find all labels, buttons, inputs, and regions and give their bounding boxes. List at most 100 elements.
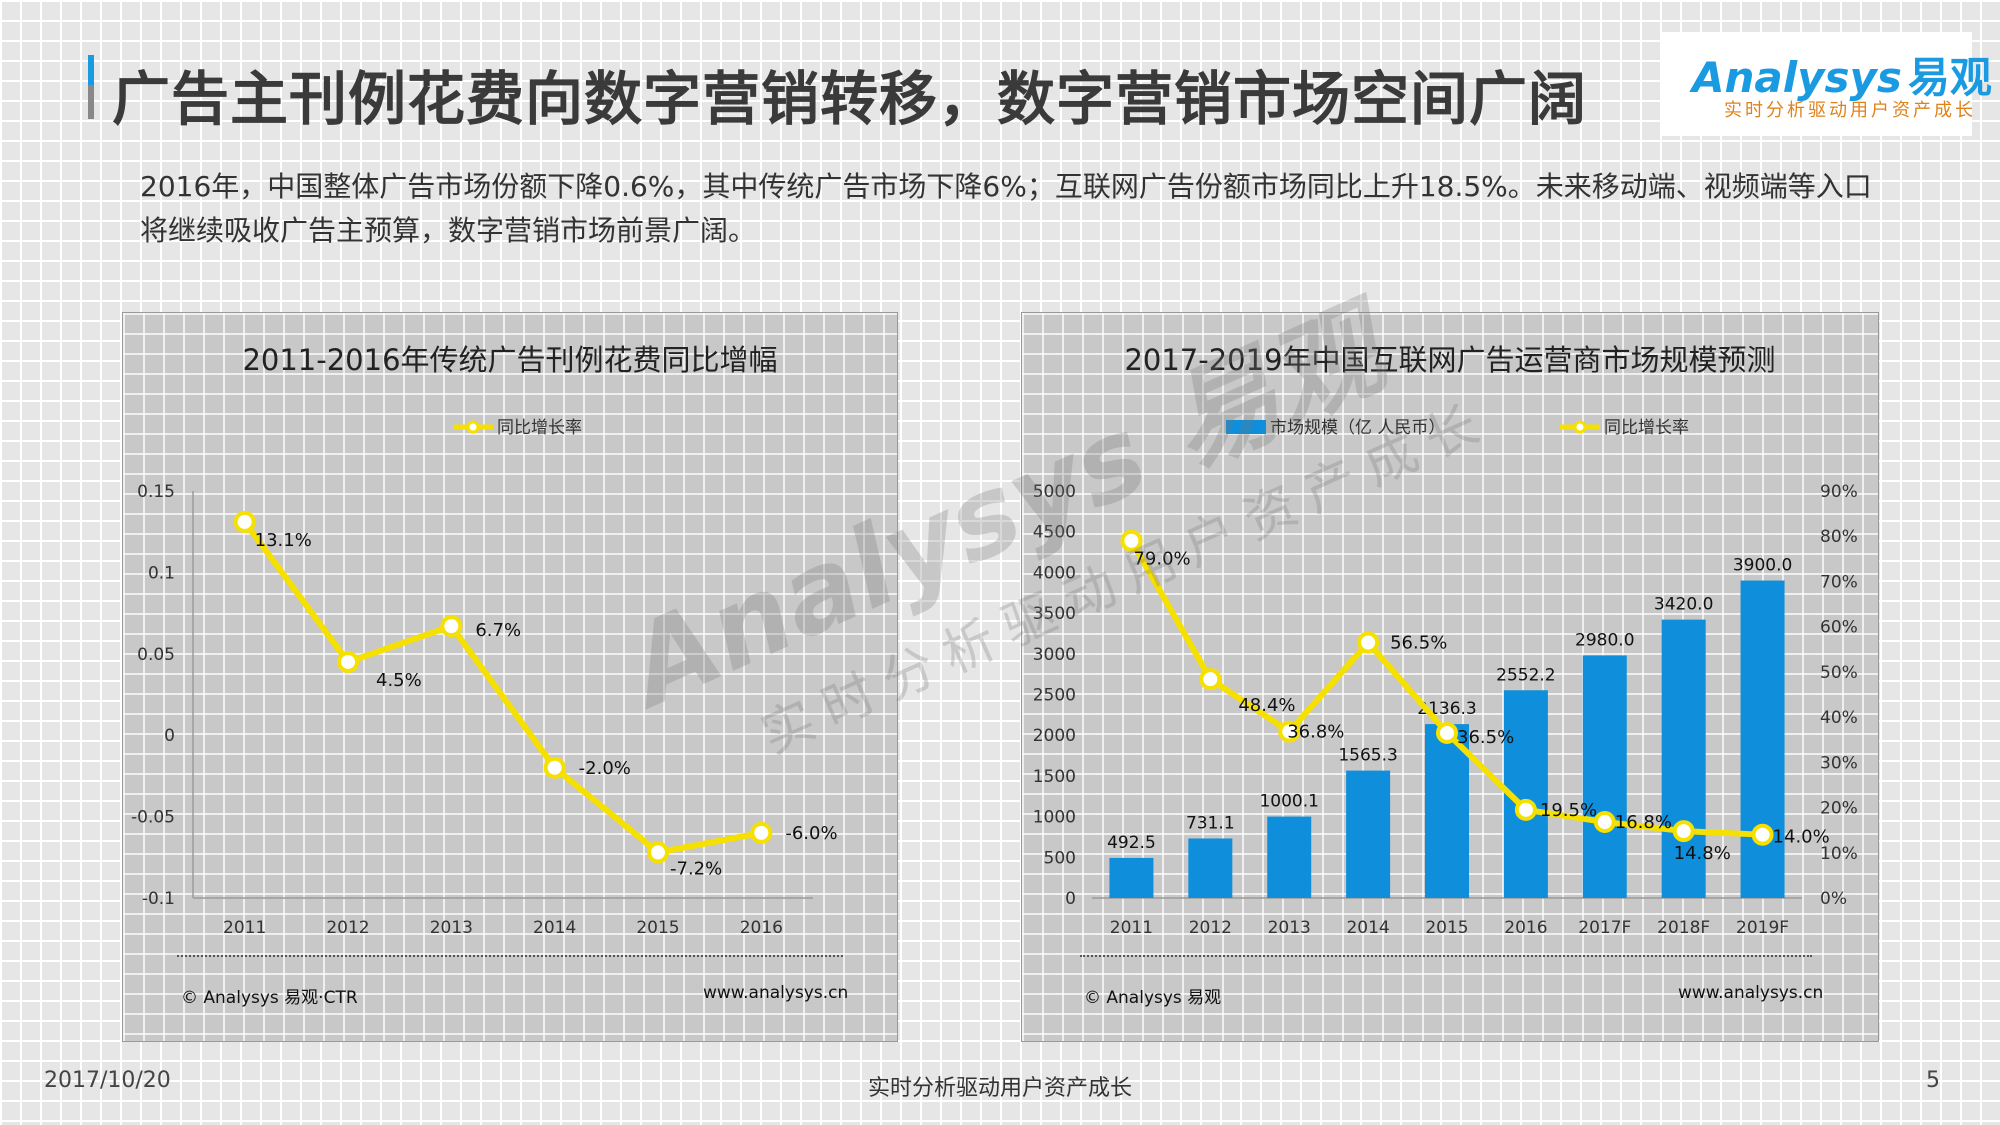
right-line-label: 56.5% <box>1390 632 1447 653</box>
right-y2-tick-label: 50% <box>1820 663 1858 683</box>
right-y2-tick-label: 10% <box>1820 844 1858 864</box>
right-divider <box>1080 955 1812 957</box>
right-bar-label: 3420.0 <box>1654 595 1713 615</box>
right-line-label: 36.8% <box>1287 722 1344 743</box>
right-y-tick-label: 2500 <box>1033 686 1076 706</box>
right-bar <box>1661 619 1706 898</box>
right-y-tick-label: 2000 <box>1033 726 1076 746</box>
right-bar <box>1188 838 1233 898</box>
left-chart-title: 2011-2016年传统广告刊例花费同比增幅 <box>242 343 778 377</box>
right-data-point <box>1593 811 1616 834</box>
right-y2-tick-label: 80% <box>1820 527 1858 547</box>
title-accent-bar-gray <box>88 85 94 119</box>
right-y-tick-label: 4500 <box>1033 523 1076 543</box>
left-data-point <box>440 615 463 638</box>
right-bar <box>1267 816 1312 898</box>
right-x-tick-label: 2017F <box>1578 918 1631 938</box>
right-bar <box>1346 770 1391 898</box>
left-x-tick-label: 2015 <box>636 918 679 938</box>
left-y-tick-label: -0.05 <box>131 808 175 828</box>
right-bar <box>1740 580 1785 898</box>
left-y-tick-label: 0.05 <box>137 645 175 665</box>
right-y2-tick-label: 40% <box>1820 708 1858 728</box>
left-data-point <box>233 510 256 533</box>
right-bar <box>1109 857 1154 898</box>
right-y2-tick-label: 0% <box>1820 889 1847 909</box>
page-number: 5 <box>1926 1068 1940 1093</box>
right-line-label: 36.5% <box>1457 727 1514 748</box>
left-y-tick-label: -0.1 <box>142 889 175 909</box>
page-title: 广告主刊例花费向数字营销转移，数字营销市场空间广阔 <box>112 65 1588 133</box>
right-y-tick-label: 0 <box>1065 889 1076 909</box>
right-source: © Analysys 易观 <box>1084 988 1222 1008</box>
right-x-tick-label: 2016 <box>1504 918 1547 938</box>
left-legend-label: 同比增长率 <box>497 418 582 438</box>
right-data-point <box>1514 798 1537 821</box>
right-data-point <box>1278 720 1301 743</box>
right-line-label: 14.8% <box>1674 843 1731 864</box>
right-bar <box>1425 724 1469 898</box>
left-data-label: -2.0% <box>579 758 631 779</box>
right-data-point <box>1751 823 1774 846</box>
right-x-tick-label: 2011 <box>1110 918 1153 938</box>
right-line-label: 79.0% <box>1133 549 1190 570</box>
left-data-point <box>543 756 566 779</box>
left-series-line <box>242 520 762 856</box>
right-y-tick-label: 5000 <box>1033 482 1076 502</box>
right-data-point <box>1672 820 1695 843</box>
logo-slogan: 实时分析驱动用户资产成长 <box>1724 100 1976 121</box>
right-data-point <box>1120 529 1143 552</box>
intro-paragraph: 2016年，中国整体广告市场份额下降0.6%，其中传统广告市场下降6%；互联网广… <box>140 170 1872 247</box>
right-y-tick-label: 4000 <box>1033 563 1076 583</box>
right-y2-tick-label: 90% <box>1820 482 1858 502</box>
left-x-tick-label: 2013 <box>430 918 473 938</box>
left-x-tick-label: 2012 <box>326 918 369 938</box>
left-chart-panel: 2011-2016年传统广告刊例花费同比增幅 0.15 0.1 0.05 0 -0.05… <box>122 312 898 1042</box>
right-legend-bar-label: 市场规模（亿 人民币） <box>1270 418 1445 438</box>
right-y-tick-label: 1000 <box>1033 808 1076 828</box>
footer-date: 2017/10/20 <box>44 1068 171 1093</box>
right-line-label: 19.5% <box>1540 800 1597 821</box>
right-x-tick-label: 2014 <box>1346 918 1389 938</box>
left-data-label: 13.1% <box>255 530 312 551</box>
right-data-point <box>1357 631 1380 654</box>
left-y-tick-label: 0.15 <box>137 482 175 502</box>
right-x-tick-label: 2013 <box>1268 918 1311 938</box>
right-line-label: 48.4% <box>1238 695 1295 716</box>
left-y-tick-label: 0 <box>164 726 175 746</box>
right-bar-label: 1000.1 <box>1259 792 1318 812</box>
left-divider <box>177 955 843 957</box>
left-data-label: -7.2% <box>670 858 722 879</box>
right-bar-label: 3900.0 <box>1733 556 1792 576</box>
left-data-label: -6.0% <box>785 823 837 844</box>
left-x-tick-label: 2014 <box>533 918 576 938</box>
right-y-tick-label: 3000 <box>1033 645 1076 665</box>
right-x-tick-label: 2019F <box>1736 918 1789 938</box>
left-data-point <box>750 821 773 844</box>
right-y-tick-label: 500 <box>1044 848 1076 868</box>
right-chart-title: 2017-2019年中国互联网广告运营商市场规模预测 <box>1124 343 1776 377</box>
left-x-tick-label: 2016 <box>740 918 783 938</box>
left-website: www.analysys.cn <box>703 983 849 1003</box>
left-legend-marker <box>466 420 480 434</box>
right-bar-label: 2552.2 <box>1496 665 1555 685</box>
right-combo-chart: 5000450040003500300025002000150010005000… <box>1033 418 1858 938</box>
brand-logo: Analysys 易观 实时分析驱动用户资产成长 <box>1662 32 1992 136</box>
right-x-tick-label: 2015 <box>1425 918 1468 938</box>
right-bar-label: 492.5 <box>1107 833 1156 853</box>
right-x-tick-label: 2012 <box>1189 918 1232 938</box>
right-y2-tick-label: 70% <box>1820 572 1858 592</box>
left-line-chart: 0.15 0.1 0.05 0 -0.05 -0.1 2011 2012 2013 2014 201… <box>131 418 838 938</box>
left-data-label: 6.7% <box>475 620 521 641</box>
left-y-tick-label: 0.1 <box>148 563 175 583</box>
right-chart-panel: 2017-2019年中国互联网广告运营商市场规模预测 5000 4500 4000 3… <box>1021 312 1879 1042</box>
logo-wordmark: Analysys 易观 <box>1692 53 1992 102</box>
right-line-label: 16.8% <box>1615 812 1672 833</box>
right-bar-label: 731.1 <box>1186 813 1235 833</box>
right-bar-label: 1565.3 <box>1338 746 1397 766</box>
left-source: © Analysys 易观·CTR <box>181 988 358 1008</box>
right-y-tick-label: 1500 <box>1033 767 1076 787</box>
right-legend-line-label: 同比增长率 <box>1604 418 1689 438</box>
right-legend-marker <box>1573 420 1587 434</box>
right-x-tick-label: 2018F <box>1657 918 1710 938</box>
